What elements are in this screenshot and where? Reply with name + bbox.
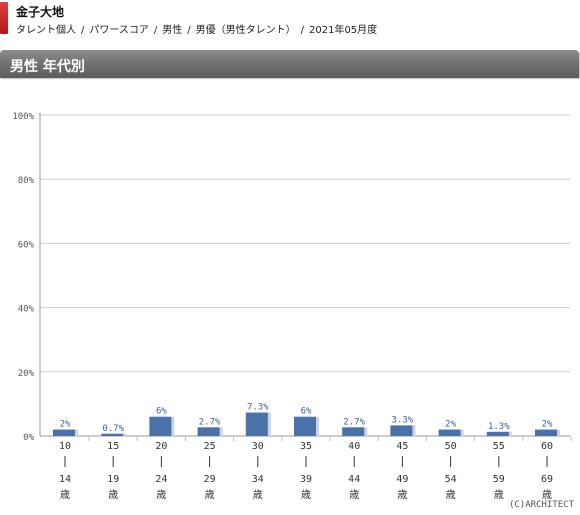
data-label: 3.3% — [392, 415, 414, 425]
x-tick-label-unit: 歳 — [205, 489, 215, 501]
x-tick-label-to: 14 — [59, 474, 71, 485]
x-tick-label-to: 69 — [541, 474, 553, 485]
x-tick-label-from: 35 — [300, 441, 312, 452]
x-tick-label-to: 39 — [300, 474, 312, 485]
title-accent-bar — [0, 2, 8, 34]
bar — [53, 429, 75, 436]
data-label: 0.7% — [102, 424, 124, 434]
breadcrumb-item: 男優（男性タレント） — [195, 25, 296, 36]
data-label: 2.7% — [199, 417, 221, 427]
x-tick-label-from: 60 — [541, 441, 553, 452]
y-tick-label: 20% — [18, 369, 35, 379]
x-tick-label-from: 50 — [445, 441, 457, 452]
bar — [245, 412, 268, 436]
breadcrumb-item: 男性 — [162, 25, 183, 36]
x-tick-label-unit: 歳 — [446, 489, 456, 501]
x-tick-label-from: 15 — [107, 441, 119, 452]
breadcrumb-item: パワースコア — [89, 25, 149, 36]
section-title: 男性 年代別 — [10, 59, 85, 75]
x-tick-label-to: 49 — [396, 474, 408, 485]
x-tick-label-unit: 歳 — [349, 489, 359, 501]
talent-name: 金子大地 — [16, 5, 65, 19]
section-header: 男性 年代別 — [0, 50, 579, 78]
x-tick-label-from: 45 — [396, 441, 408, 452]
data-label: 2.7% — [343, 417, 365, 427]
x-tick-label-unit: 歳 — [301, 489, 311, 501]
x-tick-label-unit: 歳 — [108, 489, 118, 501]
x-tick-label-unit: 歳 — [494, 489, 504, 501]
x-tick-label-unit: 歳 — [253, 489, 263, 501]
data-label: 6% — [301, 407, 312, 417]
x-tick-label-to: 29 — [204, 474, 216, 485]
x-tick-label-unit: 歳 — [542, 489, 552, 501]
y-tick-label: 60% — [18, 240, 35, 250]
x-tick-label-to: 54 — [445, 474, 457, 485]
bar — [342, 427, 365, 436]
bar — [149, 416, 172, 436]
data-label: 2% — [542, 420, 553, 430]
y-tick-label: 40% — [18, 305, 35, 315]
x-tick-label-from: 55 — [493, 441, 505, 452]
x-tick-label-from: 25 — [204, 441, 216, 452]
y-tick-label: 80% — [18, 176, 35, 186]
bar — [486, 431, 509, 436]
breadcrumb-item: 2021年05月度 — [309, 25, 378, 36]
bar — [390, 425, 413, 436]
data-label: 2% — [445, 420, 456, 430]
bar — [197, 427, 220, 436]
breadcrumb-item: タレント個人 — [16, 25, 76, 36]
x-tick-label-to: 19 — [107, 474, 119, 485]
x-tick-label-unit: 歳 — [397, 489, 407, 501]
x-tick-label-to: 44 — [348, 474, 360, 485]
y-tick-label: 0% — [23, 433, 34, 443]
header: 金子大地 タレント個人 / パワースコア / 男性 / 男優（男性タレント）/2021年05… — [0, 0, 580, 40]
x-tick-label-to: 34 — [252, 474, 264, 485]
data-label: 7.3% — [247, 403, 269, 413]
x-tick-label-from: 10 — [59, 441, 71, 452]
data-label: 1.3% — [488, 422, 510, 432]
x-tick-label-unit: 歳 — [156, 489, 166, 501]
data-label: 2% — [60, 420, 71, 430]
y-tick-label: 100% — [12, 112, 34, 122]
breadcrumb: タレント個人 / パワースコア / 男性 / 男優（男性タレント）/2021年05月度 — [16, 25, 378, 36]
copyright-credit: (C)ARCHITECT — [508, 500, 574, 510]
bar — [535, 429, 557, 436]
x-tick-label-from: 20 — [155, 441, 167, 452]
bar — [101, 433, 124, 436]
bar — [438, 429, 461, 436]
bar — [294, 416, 316, 436]
x-tick-label-to: 59 — [493, 474, 505, 485]
x-tick-label-unit: 歳 — [60, 489, 70, 501]
x-tick-label-from: 30 — [252, 441, 264, 452]
data-label: 6% — [156, 407, 167, 417]
x-tick-label-from: 40 — [348, 441, 360, 452]
x-tick-label-to: 24 — [155, 474, 167, 485]
